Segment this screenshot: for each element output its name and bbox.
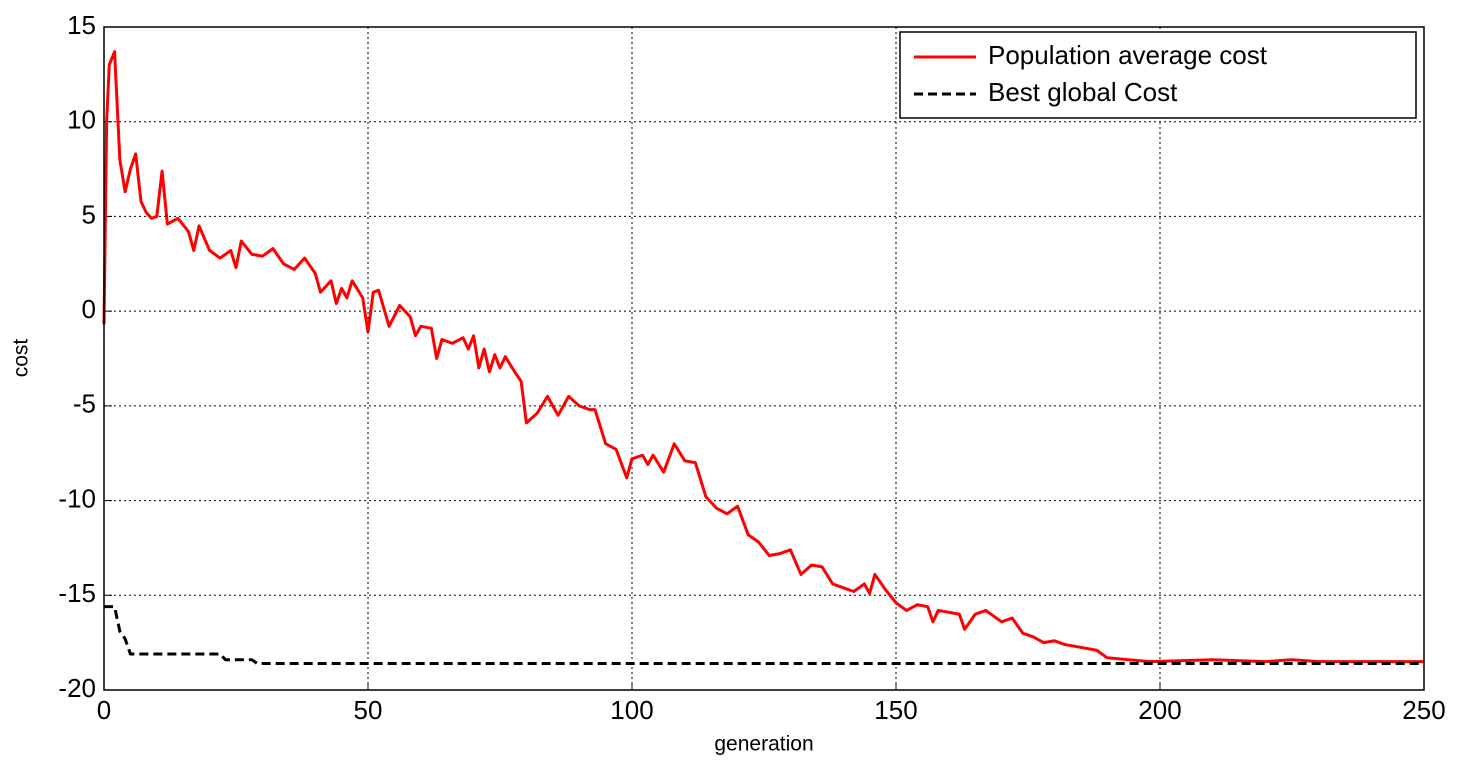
y-tick-label: -20 (58, 673, 96, 703)
y-tick-label: 10 (67, 105, 96, 135)
data-line (102, 50, 1424, 664)
y-tick-label: -15 (58, 578, 96, 608)
x-tick-label: 150 (874, 695, 917, 725)
legend-box (899, 31, 1417, 119)
legend-label: Best global Cost (988, 77, 1178, 107)
x-tick-label: 250 (1402, 695, 1445, 725)
y-tick-label: 15 (67, 10, 96, 40)
y-tick-label: -10 (58, 483, 96, 513)
x-tick-label: 200 (1138, 695, 1181, 725)
x-tick-label: 0 (97, 695, 111, 725)
y-tick-label: 5 (82, 199, 96, 229)
y-tick-label: 0 (82, 294, 96, 324)
y-tick-label: -5 (73, 389, 96, 419)
x-axis-label: generation (714, 733, 813, 756)
x-tick-label: 50 (354, 695, 383, 725)
y-axis-label: cost (10, 339, 33, 378)
data-line (104, 605, 1424, 665)
legend-label: Population average cost (988, 40, 1268, 70)
plot-frame (103, 26, 1425, 691)
x-tick-label: 100 (610, 695, 653, 725)
